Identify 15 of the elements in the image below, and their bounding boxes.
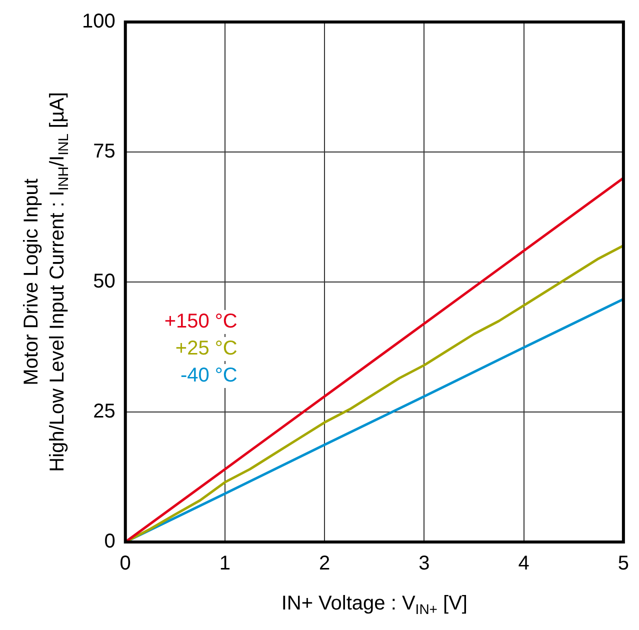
x-tick-label: 4: [518, 552, 530, 575]
x-tick-label: 0: [120, 552, 131, 575]
x-tick-label: 2: [319, 552, 330, 575]
y-tick-label: 100: [82, 10, 116, 33]
y-tick-label: 50: [93, 270, 116, 293]
text: -40 °C: [180, 364, 238, 387]
text: +150 °C: [164, 310, 238, 333]
x-tick-label: 1: [219, 552, 231, 575]
x-tick-label: 3: [418, 552, 430, 575]
y-axis-title: Motor Drive Logic Input High/Low Level Input Current : IINH/IINL [µA]: [20, 92, 71, 472]
y-tick-label: 75: [93, 140, 116, 163]
y-tick-label: 0: [104, 530, 116, 553]
text: +25 °C: [175, 338, 238, 360]
y-tick-label: 25: [93, 400, 116, 423]
x-tick-label: 5: [618, 552, 629, 575]
